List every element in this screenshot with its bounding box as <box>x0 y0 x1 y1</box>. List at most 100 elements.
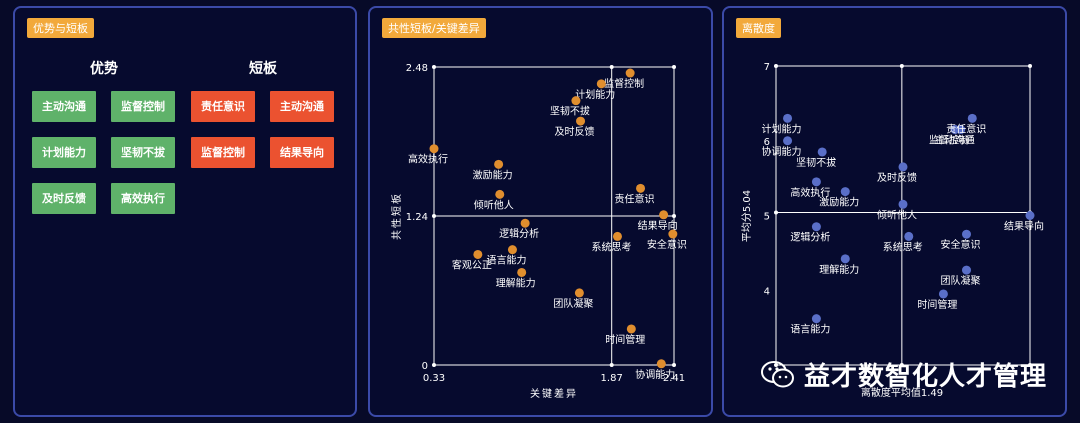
grid-node <box>432 65 436 69</box>
x-tick-label: 2.41 <box>663 373 685 384</box>
grid-node <box>432 363 436 367</box>
data-point-label: 时间管理 <box>917 298 957 311</box>
x-tick-label: 0.33 <box>423 373 445 384</box>
data-point <box>668 229 678 239</box>
grid-node <box>1028 363 1032 367</box>
data-point <box>520 218 530 228</box>
data-point <box>840 254 850 264</box>
data-point <box>429 144 439 154</box>
data-point-label: 责任意识 <box>615 192 655 205</box>
common-weakness-scatter-chart: 0 1.24 2.48 0.33 1.87 2.41 监督控制计划能力坚韧不拔及时反馈高效执… <box>390 63 687 400</box>
y-tick-label: 1.24 <box>406 212 428 223</box>
data-point-label: 客观公正 <box>452 258 492 271</box>
data-point <box>656 359 666 369</box>
y-tick-label: 0 <box>422 361 428 372</box>
data-point <box>574 288 584 298</box>
data-point <box>659 210 669 220</box>
data-point <box>517 267 527 277</box>
data-point <box>938 289 948 299</box>
data-point-label: 倾听他人 <box>474 198 514 211</box>
strengths-title: 优势 <box>90 61 118 77</box>
weakness-chip: 结果导向 <box>270 137 334 168</box>
data-point-label: 结果导向 <box>638 219 678 232</box>
data-point-label: 及时反馈 <box>555 125 595 138</box>
data-point-label: 系统思考 <box>883 240 923 253</box>
data-point <box>571 96 581 106</box>
data-point-label: 协调能力 <box>635 368 675 381</box>
strength-chip: 计划能力 <box>32 137 96 168</box>
y-axis-label: 共性短板 <box>390 192 403 240</box>
watermark: 益才数智化人才管理 <box>760 356 1047 393</box>
grid-node <box>609 363 614 367</box>
data-point-label: 激励能力 <box>473 168 513 181</box>
data-point-label: 主动沟通 <box>935 134 975 147</box>
data-point-label: 责任意识 <box>946 122 986 135</box>
x-axis-label: 关键差异 <box>530 387 578 400</box>
grid-node <box>1028 64 1032 68</box>
grid-node <box>672 363 676 367</box>
data-point <box>967 113 977 123</box>
data-point-label: 及时反馈 <box>877 171 917 184</box>
grid-node <box>774 64 778 68</box>
data-point-label: 监督控制 <box>604 77 644 90</box>
data-point <box>473 249 483 259</box>
data-point-label: 激励能力 <box>819 196 859 209</box>
weaknesses-title: 短板 <box>249 61 277 77</box>
y-tick-label: 2.48 <box>406 63 428 74</box>
data-point-label: 协调能力 <box>762 145 802 158</box>
data-point <box>811 177 821 187</box>
data-point-label: 倾听他人 <box>877 208 917 221</box>
data-point <box>962 229 971 239</box>
grid-node <box>899 363 904 367</box>
data-point <box>507 245 517 255</box>
data-point-label: 计划能力 <box>575 88 615 101</box>
data-point-label: 逻辑分析 <box>790 231 830 244</box>
data-point <box>576 116 586 126</box>
data-point-label: 语言能力 <box>486 254 526 267</box>
data-point-label: 监督控制 <box>929 134 969 147</box>
data-point-label: 逻辑分析 <box>499 227 539 240</box>
data-point-label: 坚韧不拔 <box>550 105 590 118</box>
data-point <box>898 199 908 209</box>
data-point-label: 时间管理 <box>605 333 645 346</box>
data-point <box>783 113 793 123</box>
data-point-label: 团队凝聚 <box>941 274 981 287</box>
data-point-label: 结果导向 <box>1004 220 1044 233</box>
data-point <box>817 147 827 157</box>
strength-chip: 主动沟通 <box>32 91 96 122</box>
dispersion-panel: 离散度 4 5 6 7 计划能力 协调能力 坚韧不拔 监督控制 主动沟通 责任意识 及时反馈 高效执行… <box>722 6 1067 417</box>
grid-node <box>774 363 778 367</box>
y-tick-label: 4 <box>764 286 770 297</box>
grid-node <box>774 210 778 215</box>
weakness-chip: 主动沟通 <box>270 91 334 122</box>
data-point <box>898 162 908 172</box>
data-point-label: 理解能力 <box>819 263 859 276</box>
data-point-label: 理解能力 <box>496 276 536 289</box>
data-point <box>612 231 622 241</box>
data-point <box>962 265 971 275</box>
y-tick-label: 6 <box>764 137 770 148</box>
data-point <box>956 125 966 135</box>
data-point <box>596 79 606 89</box>
data-point-label: 高效执行 <box>790 186 830 199</box>
x-tick-label: 1.87 <box>601 373 623 384</box>
panel-tag: 离散度 <box>736 18 781 38</box>
data-point <box>904 231 914 241</box>
data-point-label: 计划能力 <box>762 122 802 135</box>
data-point <box>840 187 850 197</box>
data-point <box>783 136 793 146</box>
common-weakness-panel: 共性短板/关键差异 0 1.24 2.48 0.33 1.87 2.41 监督控制 计划能力坚… <box>368 6 713 417</box>
data-point <box>636 183 646 193</box>
y-tick-label: 7 <box>764 62 770 73</box>
data-point <box>1025 211 1035 220</box>
watermark-text: 益才数智化人才管理 <box>804 362 1048 392</box>
data-point <box>811 222 821 232</box>
data-point <box>626 324 636 334</box>
strength-chip: 及时反馈 <box>32 183 96 214</box>
weakness-chip: 责任意识 <box>191 91 255 122</box>
strength-chip: 坚韧不拔 <box>111 137 175 168</box>
data-point <box>811 314 821 324</box>
weakness-chip: 监督控制 <box>191 137 255 168</box>
strengths-weaknesses-panel: 优势与短板 优势 短板 主动沟通 监督控制 计划能力 坚韧不拔 及时反馈 高效执… <box>13 6 357 417</box>
grid-node <box>672 65 676 69</box>
